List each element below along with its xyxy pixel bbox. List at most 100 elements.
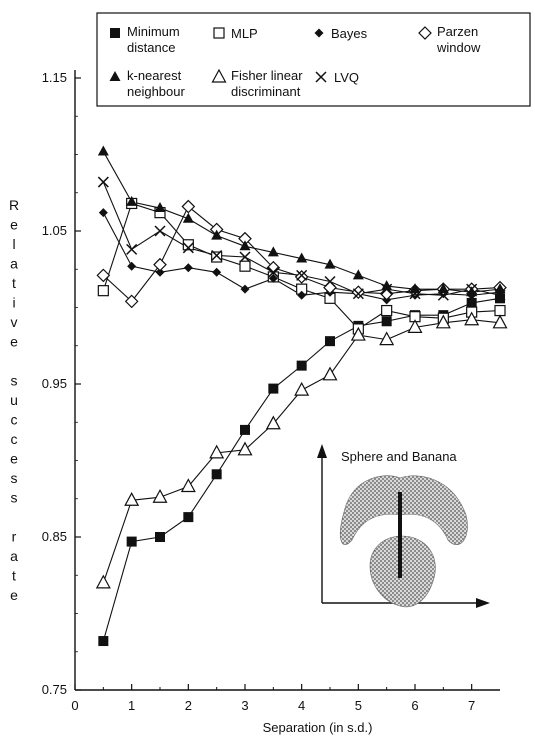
legend-label-lvq: LVQ (334, 70, 359, 85)
point-k-nearest-neighbour (182, 212, 194, 223)
banana-shape (340, 475, 468, 545)
point-k-nearest-neighbour (267, 246, 279, 257)
inset-diagram: Sphere and Banana (317, 444, 490, 608)
x-tick-label: 4 (298, 698, 305, 713)
point-lvq (409, 288, 421, 300)
x-tick-label: 7 (468, 698, 475, 713)
point-bayes (183, 263, 193, 273)
point-k-nearest-neighbour (437, 283, 449, 294)
point-k-nearest-neighbour (239, 240, 251, 251)
point-lvq (211, 249, 223, 262)
legend-marker-fisher-linear-discriminant (211, 68, 227, 83)
point-fisher-linear-discriminant (180, 478, 196, 493)
legend-entry-minimum-distance: Minimum distance (110, 24, 180, 55)
point-lvq (182, 242, 194, 254)
y-tick-label: 0.95 (42, 376, 67, 391)
point-lvq (381, 283, 393, 295)
point-minimum-distance (126, 536, 137, 547)
point-minimum-distance (466, 297, 477, 308)
point-lvq (324, 275, 336, 288)
point-bayes (268, 273, 278, 283)
point-mlp (211, 251, 223, 263)
point-mlp (239, 260, 251, 272)
legend-entry-k-nearest-neighbour: k-nearest neighbour (109, 68, 185, 99)
point-fisher-linear-discriminant (435, 314, 451, 329)
x-tick-label: 1 (128, 698, 135, 713)
point-lvq (267, 266, 279, 278)
point-fisher-linear-discriminant (464, 311, 480, 326)
point-bayes (98, 208, 108, 218)
y-tick-label: 0.85 (42, 529, 67, 544)
legend-label-fisher-linear-discriminant: Fisher linear discriminant (231, 68, 303, 99)
point-fisher-linear-discriminant (492, 314, 508, 329)
x-tick-label: 3 (241, 698, 248, 713)
point-lvq (126, 243, 138, 255)
point-fisher-linear-discriminant (265, 415, 281, 430)
point-bayes (297, 290, 307, 300)
legend-entry-lvq: LVQ (315, 70, 359, 85)
axes: 0 1 2 3 4 5 6 7 0.75 0.85 0.95 1.05 1.15 Separation (… (9, 70, 500, 735)
point-bayes (240, 284, 250, 294)
legend-entry-parzen-window: Parzen window (418, 24, 481, 55)
point-fisher-linear-discriminant (209, 444, 225, 459)
point-parzen-window (181, 199, 196, 214)
legend: Minimum distance MLP Bayes Parzen window k-nea… (96, 12, 531, 107)
point-minimum-distance (155, 532, 165, 542)
point-fisher-linear-discriminant (350, 326, 366, 341)
legend-marker-lvq (315, 71, 327, 83)
legend-label-minimum-distance: Minimum distance (127, 24, 180, 55)
point-fisher-linear-discriminant (407, 319, 423, 333)
point-minimum-distance (296, 360, 307, 371)
point-lvq (154, 225, 166, 237)
point-bayes (155, 267, 165, 277)
legend-label-mlp: MLP (231, 26, 258, 41)
point-lvq (466, 283, 478, 295)
legend-label-bayes: Bayes (331, 26, 368, 41)
point-fisher-linear-discriminant (95, 574, 111, 589)
y-tick-label: 0.75 (42, 682, 67, 697)
y-tick-label: 1.05 (42, 223, 67, 238)
point-fisher-linear-discriminant (322, 366, 338, 381)
series-minimum-distance (102, 297, 501, 642)
point-minimum-distance (183, 512, 194, 523)
point-lvq (352, 288, 364, 300)
legend-marker-minimum-distance (110, 28, 120, 38)
series-layer (95, 145, 508, 647)
point-parzen-window (379, 286, 394, 301)
y-tick-label: 1.15 (42, 70, 67, 85)
point-mlp (494, 304, 506, 317)
point-k-nearest-neighbour (381, 280, 393, 291)
legend-entry-mlp: MLP (213, 26, 258, 41)
point-parzen-window (96, 268, 111, 283)
point-k-nearest-neighbour (211, 229, 223, 240)
legend-marker-mlp (213, 27, 225, 39)
point-k-nearest-neighbour (466, 286, 478, 297)
point-minimum-distance (495, 293, 505, 304)
x-tick-label: 5 (355, 698, 362, 713)
x-tick-label: 0 (71, 698, 78, 713)
point-minimum-distance (211, 469, 222, 480)
point-bayes (212, 267, 222, 277)
point-parzen-window (294, 270, 309, 284)
point-fisher-linear-discriminant (152, 488, 168, 503)
markers-fisher-linear-discriminant (95, 311, 508, 589)
point-minimum-distance (240, 424, 250, 435)
point-mlp (97, 285, 109, 297)
point-k-nearest-neighbour (154, 202, 166, 213)
point-lvq (239, 251, 251, 263)
point-minimum-distance (98, 636, 109, 647)
inset-arrow-up (317, 444, 327, 458)
series-line-minimum-distance (102, 297, 501, 642)
legend-marker-k-nearest-neighbour (109, 71, 121, 81)
point-minimum-distance (325, 336, 335, 347)
legend-marker-parzen-window (418, 26, 432, 40)
point-k-nearest-neighbour (126, 195, 138, 206)
markers-lvq (97, 176, 506, 301)
point-lvq (437, 289, 449, 301)
point-parzen-window (124, 294, 139, 309)
point-lvq (494, 289, 506, 301)
legend-label-k-nearest-neighbour: k-nearest neighbour (127, 68, 185, 99)
legend-marker-bayes (314, 28, 324, 38)
